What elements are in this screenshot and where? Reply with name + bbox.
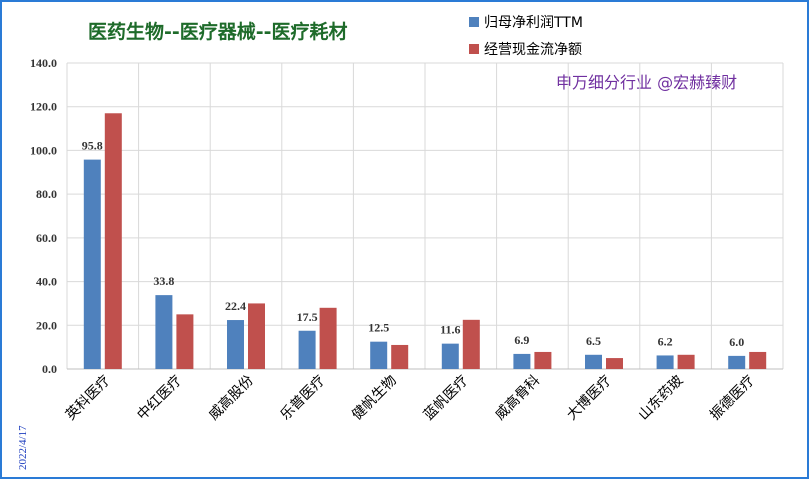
- data-label: 12.5: [368, 321, 389, 335]
- category-label: 乐普医疗: [278, 373, 329, 424]
- data-label: 6.2: [658, 334, 673, 348]
- date-label: 2022/4/17: [17, 425, 29, 470]
- bar-net-profit: [298, 330, 316, 369]
- bar-operating-cash-flow: [534, 351, 552, 369]
- bar-net-profit: [227, 320, 244, 369]
- y-tick-label: 100.0: [30, 143, 57, 157]
- watermark-text: 申万细分行业 @宏赫臻财: [556, 73, 737, 92]
- bar-net-profit: [728, 355, 746, 369]
- y-tick-label: 120.0: [30, 100, 57, 114]
- category-label: 大博医疗: [563, 372, 615, 424]
- bar-net-profit: [155, 295, 173, 369]
- y-tick-label: 60.0: [36, 231, 57, 245]
- bar-operating-cash-flow: [104, 113, 122, 370]
- chart-title: 医药生物--医疗器械--医疗耗材: [88, 20, 348, 43]
- y-axis-ticks: 0.0 20.0 40.0 60.0 80.0 100.0 120.0 140.0: [30, 56, 57, 376]
- y-tick-label: 0.0: [42, 362, 57, 376]
- category-label: 威高骨科: [492, 372, 544, 424]
- data-label: 6.5: [586, 334, 601, 348]
- bar-operating-cash-flow: [248, 303, 265, 369]
- bars: [83, 113, 767, 370]
- category-label: 健帆生物: [349, 373, 400, 424]
- legend-swatch-operating-cash-flow: [469, 44, 479, 54]
- category-label: 中红医疗: [134, 373, 185, 424]
- gridlines: [66, 62, 784, 370]
- bar-operating-cash-flow: [319, 307, 337, 369]
- legend-label-operating-cash-flow: 经营现金流净额: [484, 42, 582, 58]
- bar-net-profit: [513, 353, 531, 369]
- bar-operating-cash-flow: [391, 344, 409, 369]
- y-tick-label: 20.0: [36, 318, 57, 332]
- bar-net-profit: [83, 159, 101, 369]
- category-label: 威高股份: [205, 372, 257, 424]
- category-labels: 英科医疗 中红医疗 威高股份 乐普医疗 健帆生物 蓝帆医疗 威高骨科 大博医疗 山东药玻 振德医疗: [62, 372, 758, 424]
- data-label: 11.6: [440, 323, 460, 337]
- bar-operating-cash-flow: [462, 319, 480, 369]
- category-label: 山东药玻: [636, 373, 687, 424]
- category-label: 振德医疗: [707, 373, 758, 424]
- bar-net-profit: [656, 355, 674, 369]
- data-label: 17.5: [297, 310, 318, 324]
- y-tick-label: 140.0: [30, 56, 57, 70]
- data-label: 6.0: [729, 335, 744, 349]
- data-label: 22.4: [225, 299, 246, 313]
- bar-net-profit: [585, 354, 602, 369]
- bar-operating-cash-flow: [749, 351, 767, 369]
- data-labels: 95.8 33.8 22.4 17.5 12.5 11.6 6.9 6.5 6.2 6.0: [82, 139, 744, 349]
- data-label: 6.9: [514, 333, 529, 347]
- category-label: 英科医疗: [62, 372, 114, 424]
- bar-net-profit: [441, 343, 459, 369]
- bar-operating-cash-flow: [176, 314, 194, 369]
- y-tick-label: 40.0: [36, 275, 57, 289]
- data-label: 33.8: [153, 274, 174, 288]
- data-label: 95.8: [82, 139, 103, 153]
- y-tick-label: 80.0: [36, 187, 57, 201]
- legend: 归母净利润TTM 经营现金流净额: [469, 14, 583, 58]
- bar-operating-cash-flow: [677, 354, 695, 369]
- bar-operating-cash-flow: [606, 358, 623, 369]
- bar-net-profit: [370, 341, 388, 369]
- legend-swatch-net-profit: [469, 17, 479, 27]
- category-label: 蓝帆医疗: [421, 373, 472, 424]
- legend-label-net-profit: 归母净利润TTM: [484, 14, 583, 31]
